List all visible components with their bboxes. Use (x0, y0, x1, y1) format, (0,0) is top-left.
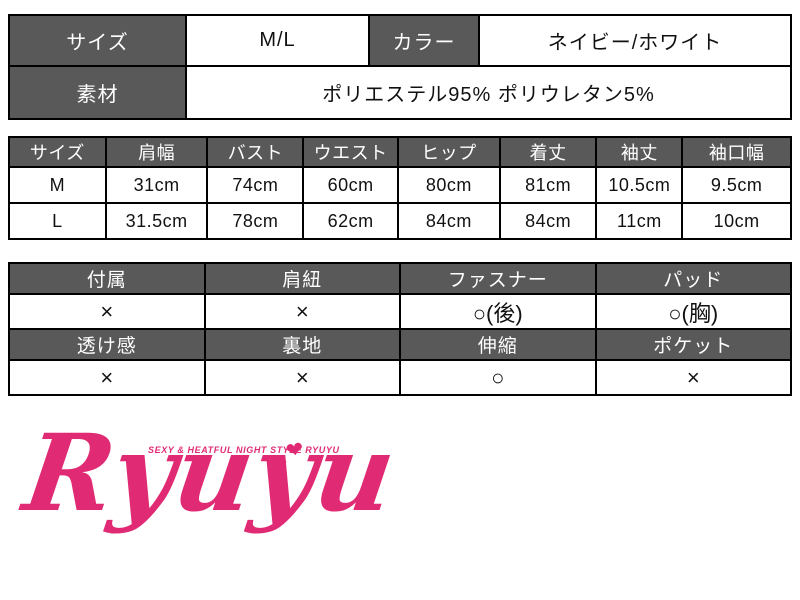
material-value-cell: ポリエステル95% ポリウレタン5% (187, 67, 790, 118)
size-chart-size-cell: M (10, 168, 105, 202)
feature-value-cell: × (10, 361, 204, 394)
feature-header-cell: 透け感 (10, 330, 204, 359)
feature-value-cell: × (10, 295, 204, 328)
size-chart-value-cell: 74cm (208, 168, 303, 202)
size-chart-header-cell: ヒップ (399, 138, 499, 166)
size-label-cell: サイズ (10, 16, 185, 65)
feature-header-cell: 裏地 (205, 330, 399, 359)
size-chart-header-cell: 着丈 (500, 138, 596, 166)
feature-value-cell: ○(胸) (596, 295, 790, 328)
size-chart-header-cell: サイズ (10, 138, 105, 166)
size-chart-value-cell: 31cm (106, 168, 207, 202)
feature-value-cell: × (205, 361, 399, 394)
size-chart-value-cell: 81cm (500, 168, 596, 202)
feature-header-cell: ファスナー (401, 264, 595, 293)
brand-logo: Ryuyu SEXY & HEATFUL NIGHT STYLE RYUYU ❤… (17, 410, 440, 562)
size-chart-value-cell: 9.5cm (683, 168, 790, 202)
color-value-cell: ネイビー/ホワイト (480, 16, 790, 65)
feature-header-cell: パッド (596, 264, 790, 293)
color-label-cell: カラー (370, 16, 478, 65)
spec-info-table: サイズ M/L カラー ネイビー/ホワイト 素材 ポリエステル95% ポリウレタ… (8, 14, 792, 120)
material-label-cell: 素材 (10, 67, 185, 118)
feature-header-cell: ポケット (596, 330, 790, 359)
size-chart-value-cell: 60cm (304, 168, 397, 202)
heart-icon: ❤ (284, 437, 306, 464)
size-chart-header-cell: ウエスト (304, 138, 397, 166)
size-chart-header-cell: 袖口幅 (683, 138, 790, 166)
size-chart-value-cell: 78cm (208, 204, 303, 238)
brand-logo-text: Ryuyu (17, 410, 404, 535)
feature-header-cell: 肩紐 (205, 264, 399, 293)
size-chart-size-cell: L (10, 204, 105, 238)
feature-value-cell: ○ (401, 361, 595, 394)
size-chart-value-cell: 84cm (399, 204, 499, 238)
feature-header-cell: 付属 (10, 264, 204, 293)
size-chart-header-cell: 肩幅 (106, 138, 207, 166)
size-chart-value-cell: 31.5cm (106, 204, 207, 238)
size-chart-value-cell: 62cm (304, 204, 397, 238)
size-chart-table: サイズ 肩幅 バスト ウエスト ヒップ 着丈 袖丈 袖口幅 M 31cm 74c… (8, 136, 792, 240)
size-chart-header-cell: 袖丈 (597, 138, 682, 166)
feature-value-cell: × (596, 361, 790, 394)
brand-tagline: SEXY & HEATFUL NIGHT STYLE RYUYU (148, 445, 340, 455)
size-chart-value-cell: 84cm (500, 204, 596, 238)
feature-header-cell: 伸縮 (401, 330, 595, 359)
size-chart-value-cell: 10cm (683, 204, 790, 238)
size-chart-value-cell: 80cm (399, 168, 499, 202)
size-value-cell: M/L (187, 16, 368, 65)
size-chart-value-cell: 10.5cm (597, 168, 682, 202)
feature-value-cell: ○(後) (401, 295, 595, 328)
feature-value-cell: × (205, 295, 399, 328)
size-chart-value-cell: 11cm (597, 204, 682, 238)
feature-table: 付属 肩紐 ファスナー パッド × × ○(後) ○(胸) 透け感 裏地 伸縮 … (8, 262, 792, 396)
size-chart-header-cell: バスト (208, 138, 303, 166)
